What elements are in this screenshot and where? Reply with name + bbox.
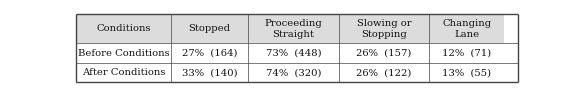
Text: Stopped: Stopped xyxy=(189,24,230,33)
Bar xyxy=(429,43,504,63)
Bar xyxy=(171,63,248,82)
Bar xyxy=(248,14,339,43)
Text: 26%  (122): 26% (122) xyxy=(356,68,412,77)
Text: Before Conditions: Before Conditions xyxy=(78,49,169,58)
Bar xyxy=(248,63,339,82)
Bar xyxy=(171,43,248,63)
Text: 27%  (164): 27% (164) xyxy=(182,49,237,58)
Bar xyxy=(339,63,429,82)
Bar xyxy=(248,43,339,63)
Bar xyxy=(429,14,504,43)
Text: 33%  (140): 33% (140) xyxy=(182,68,237,77)
Text: 13%  (55): 13% (55) xyxy=(442,68,492,77)
Text: Slowing or
Stopping: Slowing or Stopping xyxy=(357,19,411,39)
Bar xyxy=(171,14,248,43)
Bar xyxy=(76,14,171,43)
Bar xyxy=(339,14,429,43)
Bar xyxy=(339,43,429,63)
Bar xyxy=(76,63,171,82)
Text: 12%  (71): 12% (71) xyxy=(442,49,492,58)
Text: 74%  (320): 74% (320) xyxy=(266,68,321,77)
Bar xyxy=(429,63,504,82)
Text: 73%  (448): 73% (448) xyxy=(266,49,321,58)
Bar xyxy=(76,43,171,63)
Text: Changing
Lane: Changing Lane xyxy=(442,19,492,39)
Text: Conditions: Conditions xyxy=(96,24,151,33)
Text: 26%  (157): 26% (157) xyxy=(356,49,412,58)
Text: Proceeding
Straight: Proceeding Straight xyxy=(265,19,323,39)
Text: After Conditions: After Conditions xyxy=(82,68,165,77)
